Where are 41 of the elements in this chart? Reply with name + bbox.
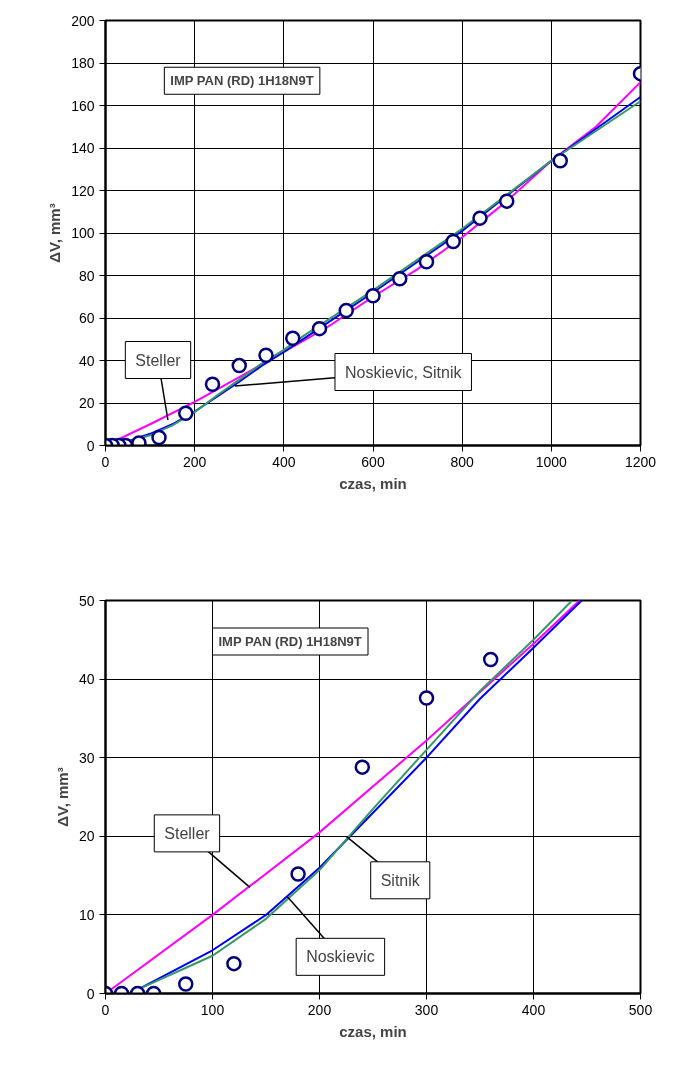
x-axis-title: czas, min xyxy=(339,1022,407,1040)
x-tick-label: 200 xyxy=(182,453,207,470)
annotation: Noskievic xyxy=(306,948,375,966)
annotation: Sitnik xyxy=(380,871,421,889)
y-tick-label: 40 xyxy=(78,352,95,369)
y-tick-label: 200 xyxy=(71,12,95,29)
x-tick-label: 400 xyxy=(272,453,296,470)
y-tick-label: 0 xyxy=(86,985,95,1002)
x-tick-label: 200 xyxy=(307,1001,332,1018)
y-tick-label: 10 xyxy=(78,906,95,923)
y-tick-label: 120 xyxy=(71,182,95,199)
annotation: IMP PAN (RD) 1H18N9T xyxy=(218,634,362,650)
y-tick-label: 100 xyxy=(71,225,95,241)
annotation: Steller xyxy=(135,351,182,369)
x-tick-label: 800 xyxy=(450,453,475,470)
annotation: IMP PAN (RD) 1H18N9T xyxy=(170,73,314,89)
y-axis-title: ΔV, mm³ xyxy=(53,767,71,827)
annotation: Steller xyxy=(164,824,211,842)
y-tick-label: 50 xyxy=(78,592,95,609)
y-tick-label: 60 xyxy=(78,310,95,326)
x-tick-label: 400 xyxy=(521,1001,546,1018)
y-tick-label: 180 xyxy=(71,55,95,71)
y-tick-label: 40 xyxy=(78,671,95,688)
y-tick-label: 20 xyxy=(78,828,95,845)
x-tick-label: 1000 xyxy=(535,453,568,470)
x-tick-label: 300 xyxy=(414,1001,439,1018)
y-tick-label: 80 xyxy=(78,267,95,284)
x-tick-label: 1200 xyxy=(624,453,657,470)
y-tick-label: 160 xyxy=(71,97,95,114)
y-tick-label: 30 xyxy=(78,749,95,766)
y-tick-label: 140 xyxy=(71,140,95,156)
x-tick-label: 0 xyxy=(101,1001,110,1018)
x-tick-label: 100 xyxy=(200,1001,225,1018)
y-tick-label: 0 xyxy=(86,437,95,454)
x-tick-label: 0 xyxy=(101,453,110,470)
x-axis-title: czas, min xyxy=(339,474,407,492)
annotation: Noskievic, Sitnik xyxy=(344,363,463,381)
y-axis-title: ΔV, mm³ xyxy=(46,203,64,263)
y-tick-label: 20 xyxy=(78,395,95,411)
x-tick-label: 500 xyxy=(628,1001,653,1018)
x-tick-label: 600 xyxy=(361,453,385,470)
